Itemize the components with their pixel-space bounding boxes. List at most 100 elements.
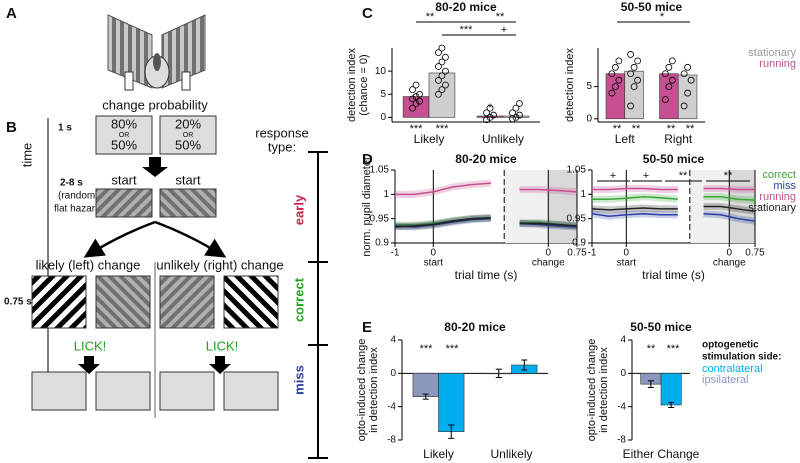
screen — [161, 14, 206, 89]
data-point — [435, 76, 442, 84]
significance: + — [643, 170, 649, 182]
y-axis-label: norm. pupil diameter — [361, 156, 373, 257]
data-point — [516, 111, 523, 119]
y-tick-label: 0 — [586, 113, 592, 124]
data-point — [630, 63, 638, 71]
bar — [476, 115, 504, 118]
significance: ** — [724, 170, 733, 182]
duration: (random: — [58, 191, 98, 202]
data-point — [442, 81, 449, 89]
data-point — [509, 109, 516, 117]
box — [31, 371, 87, 411]
data-point — [416, 90, 423, 98]
time-label: time — [19, 143, 34, 168]
bar — [428, 72, 456, 118]
data-point — [608, 89, 616, 97]
screen — [107, 14, 153, 89]
data-point — [512, 104, 520, 112]
grating — [95, 188, 153, 218]
y-tick-label: 0 — [390, 368, 396, 379]
data-point — [615, 57, 623, 65]
y-axis-label: in detection index — [598, 347, 610, 433]
significance: *** — [420, 343, 434, 355]
legend-entry: correct — [762, 169, 796, 181]
box — [223, 371, 279, 411]
y-axis-label: opto-induced change — [356, 339, 368, 442]
significance: ** — [667, 123, 676, 135]
data-point — [483, 109, 490, 117]
data-point — [611, 83, 619, 91]
lick: LICK! — [206, 338, 239, 353]
bar — [412, 373, 439, 397]
grating — [95, 275, 151, 329]
x-tick-label: Likely — [414, 132, 445, 146]
prob: 20% — [175, 116, 201, 131]
event-label: start — [424, 258, 444, 269]
significance: ** — [647, 343, 656, 355]
x-tick-label: Right — [664, 132, 693, 146]
box — [159, 115, 217, 155]
data-point — [627, 70, 635, 78]
series-line — [395, 182, 578, 196]
response-correct: correct — [291, 277, 306, 322]
x-tick-label: Likely — [423, 447, 454, 461]
y-tick-label: 1.05 — [567, 165, 587, 176]
arrow — [142, 157, 168, 177]
x-tick-label: Either Change — [623, 447, 700, 461]
y-tick-label: 0 — [620, 368, 626, 379]
significance: *** — [410, 123, 424, 135]
arrow — [83, 220, 156, 258]
data-point — [661, 70, 669, 78]
chart-title: 80-20 mice — [435, 0, 497, 14]
event-label: start — [617, 258, 637, 269]
y-tick-label: 1.05 — [370, 165, 390, 176]
data-point — [680, 102, 688, 110]
data-point — [412, 93, 420, 100]
series-line — [394, 216, 578, 228]
y-tick-label: 4 — [620, 335, 626, 346]
prob: 50% — [111, 137, 137, 152]
mouse — [153, 53, 161, 71]
y-axis-label: opto-induced change — [586, 339, 598, 442]
response-label: type: — [268, 139, 296, 154]
prob: OR — [119, 132, 130, 139]
legend-entry: running — [759, 191, 796, 203]
data-point — [442, 67, 449, 75]
y-tick-label: 4 — [390, 335, 396, 346]
y-tick-label: -8 — [387, 435, 396, 446]
x-tick-label: 0 — [624, 248, 630, 259]
y-tick-label: 0.9 — [375, 238, 389, 249]
significance: *** — [460, 24, 474, 36]
data-point — [634, 57, 642, 65]
x-tick-label: 0.75 — [567, 248, 587, 259]
series-line — [592, 196, 756, 201]
panel-label: B — [6, 119, 17, 136]
y-tick-label: 0.9 — [572, 238, 586, 249]
legend-entry: running — [759, 58, 796, 70]
prob: 50% — [175, 137, 201, 152]
data-point — [627, 102, 635, 110]
data-point — [409, 104, 416, 112]
chart-title: 50-50 mice — [643, 152, 705, 166]
data-point — [512, 113, 520, 121]
y-tick-label: -8 — [617, 435, 626, 446]
significance: ** — [426, 11, 435, 23]
start: start — [111, 172, 137, 187]
stand — [124, 71, 134, 91]
start: start — [175, 172, 201, 187]
y-tick-label: -4 — [387, 401, 396, 412]
chart-title: 80-20 mice — [444, 320, 506, 334]
arrow — [209, 356, 231, 374]
x-axis-label: trial time (s) — [455, 268, 518, 282]
data-point — [409, 86, 416, 94]
response-early: early — [291, 194, 306, 225]
data-point — [412, 100, 420, 107]
data-point — [442, 53, 449, 61]
chart-title: 50-50 mice — [630, 320, 692, 334]
significance: *** — [446, 343, 460, 355]
significance: * — [660, 11, 665, 23]
bar — [624, 70, 644, 120]
legend-entry: stationary — [748, 47, 796, 59]
x-tick-label: -1 — [391, 248, 400, 259]
